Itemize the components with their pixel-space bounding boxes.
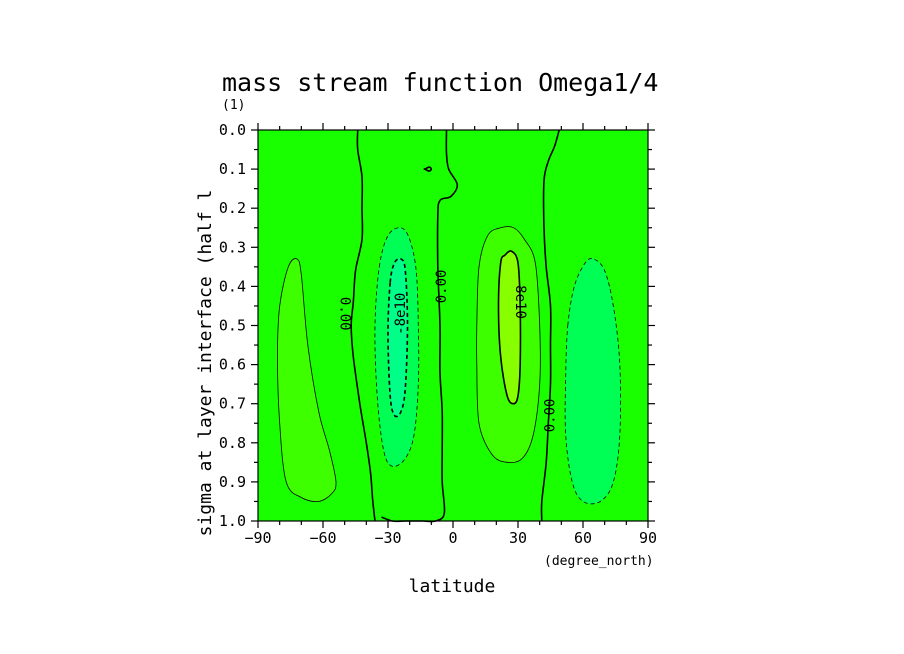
y-tick-label: 0.9 [219, 473, 246, 491]
x-tick-label: 30 [509, 529, 527, 547]
contour-label-0: 0.00 [337, 297, 353, 331]
y-tick-label: 0.7 [219, 395, 246, 413]
x-axis-label: latitude [409, 576, 496, 597]
contour-label-3: 8e10 [512, 285, 528, 319]
positive-weak-cell-south [277, 258, 337, 502]
x-axis-units: (degree_north) [544, 554, 654, 569]
negative-weak-cell-north [564, 258, 622, 505]
x-tick-label: −30 [374, 529, 401, 547]
y-tick-label: 0.2 [219, 199, 246, 217]
x-tick-label: 60 [574, 529, 592, 547]
y-tick-label: 0.6 [219, 356, 246, 374]
plot-area: 0.00 -8e10 0.00 8e10 0.00 [257, 129, 649, 523]
contour-label-2: 0.00 [434, 270, 450, 304]
x-tick-label: −60 [309, 529, 336, 547]
y-tick-label: 0.8 [219, 434, 246, 452]
chart-units: (1) [222, 98, 245, 113]
positive-strong-cell-north [497, 250, 522, 405]
y-tick-label: 1.0 [219, 512, 246, 530]
chart-title: mass stream function Omega1/4 [222, 68, 659, 97]
x-tick-label: 90 [639, 529, 657, 547]
y-tick-label: 0.4 [219, 277, 246, 295]
contour-label-4: 0.00 [543, 399, 559, 433]
zero-contour-northern [540, 129, 560, 522]
x-tick-label: −90 [244, 529, 271, 547]
zero-contour-southern [350, 129, 376, 522]
y-tick-label: 0.0 [219, 121, 246, 139]
zero-contour-small-loop [423, 166, 433, 172]
y-tick-label: 0.5 [219, 317, 246, 335]
y-axis-label: sigma at layer interface (half l [195, 190, 216, 537]
y-tick-label: 0.1 [219, 160, 246, 178]
y-tick-label: 0.3 [219, 238, 246, 256]
contour-label-1: -8e10 [393, 293, 409, 335]
negative-strong-cell-south [387, 257, 409, 418]
x-tick-label: 0 [448, 529, 457, 547]
